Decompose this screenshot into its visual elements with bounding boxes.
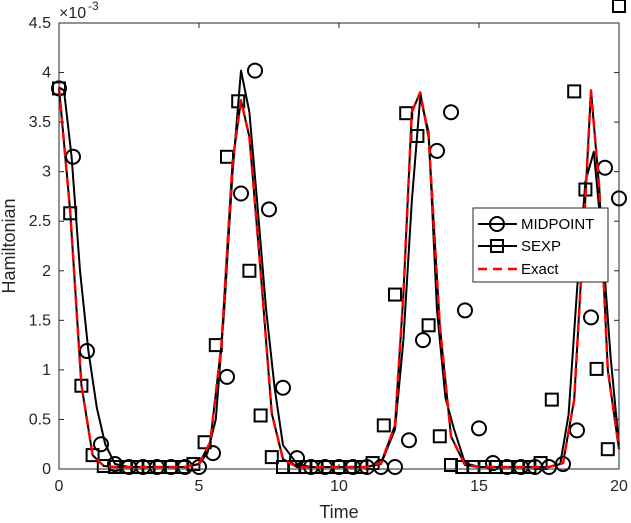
marker-midpoint <box>597 159 613 176</box>
legend: MIDPOINT SEXP Exact <box>472 207 609 283</box>
marker-midpoint <box>289 450 305 467</box>
x-tick-label: 20 <box>610 478 628 495</box>
y-exponent-power: -3 <box>88 0 99 13</box>
marker-midpoint <box>387 459 403 476</box>
marker-sexp <box>399 106 414 121</box>
y-tick-label: 3 <box>42 164 51 181</box>
x-tick-label: 10 <box>330 478 348 495</box>
marker-midpoint <box>457 302 473 319</box>
marker-sexp <box>600 442 615 457</box>
marker-sexp <box>231 94 246 109</box>
marker-midpoint <box>93 436 109 453</box>
series-layer <box>51 0 627 476</box>
x-axis-label: Time <box>319 502 358 522</box>
y-axis-label: Hamiltonian <box>0 198 19 293</box>
y-tick-label: 2.5 <box>29 213 51 230</box>
marker-sexp <box>197 435 212 450</box>
y-exponent-base: ×10 <box>59 5 86 22</box>
x-tick-label: 0 <box>55 478 64 495</box>
legend-marker-midpoint <box>489 216 505 232</box>
legend-label-sexp: SEXP <box>521 238 561 255</box>
marker-sexp <box>264 450 279 465</box>
marker-sexp <box>388 287 402 302</box>
marker-midpoint <box>401 432 417 449</box>
marker-midpoint <box>443 104 459 121</box>
y-tick-label: 3.5 <box>29 114 51 131</box>
y-tick-label: 4.5 <box>29 15 51 32</box>
marker-midpoint <box>415 332 431 349</box>
y-tick-label: 1.5 <box>29 312 51 329</box>
marker-midpoint <box>233 185 249 202</box>
marker-midpoint <box>205 445 221 462</box>
series-line-exact <box>57 87 621 469</box>
marker-sexp <box>421 318 436 333</box>
y-tick-label: 0 <box>42 461 51 478</box>
x-tick-label: 15 <box>470 478 488 495</box>
legend-label-midpoint: MIDPOINT <box>521 216 594 233</box>
marker-midpoint <box>247 62 263 79</box>
y-tick-label: 0.5 <box>29 411 51 428</box>
marker-midpoint <box>65 148 81 165</box>
marker-midpoint <box>429 142 445 159</box>
legend-label-exact: Exact <box>521 261 559 278</box>
x-tick-label: 5 <box>195 478 204 495</box>
marker-sexp <box>544 392 559 407</box>
y-tick-label: 1 <box>42 362 51 379</box>
marker-sexp <box>253 408 268 423</box>
y-tick-label: 4 <box>42 65 51 82</box>
y-tick-label: 2 <box>42 263 51 280</box>
legend-marker-sexp <box>490 239 504 253</box>
marker-sexp <box>589 361 604 376</box>
marker-midpoint <box>275 379 291 396</box>
marker-sexp <box>567 84 582 99</box>
marker-sexp <box>612 0 626 13</box>
marker-midpoint <box>569 422 585 439</box>
ticks-layer: 0 5 10 15 20 0 0.5 1 1.5 2 2.5 3 3.5 4 4.5 <box>29 15 628 495</box>
marker-sexp <box>242 263 257 278</box>
marker-midpoint <box>261 201 277 218</box>
marker-sexp <box>376 418 391 433</box>
marker-sexp <box>432 429 447 444</box>
marker-sexp <box>220 149 234 164</box>
marker-midpoint <box>471 420 487 437</box>
marker-midpoint <box>219 368 235 385</box>
marker-midpoint <box>583 309 599 326</box>
